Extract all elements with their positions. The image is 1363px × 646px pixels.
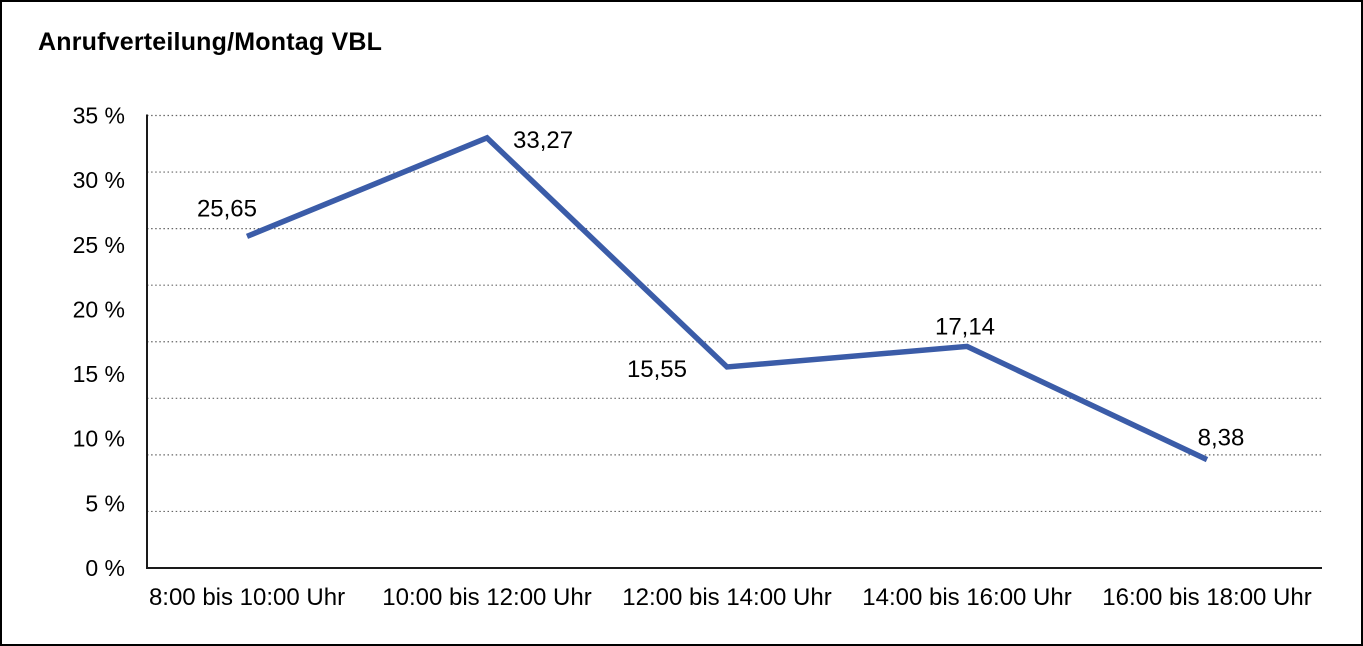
data-point-label: 8,38 xyxy=(1198,425,1245,452)
y-tick-label: 0 % xyxy=(85,555,125,581)
y-tick-label: 35 % xyxy=(73,103,125,129)
y-tick-label: 25 % xyxy=(73,232,125,258)
y-tick-label: 30 % xyxy=(73,167,125,193)
data-point-label: 15,55 xyxy=(627,356,687,383)
x-category-label: 16:00 bis 18:00 Uhr xyxy=(1102,584,1311,611)
x-category-label: 10:00 bis 12:00 Uhr xyxy=(382,584,591,611)
data-point-label: 33,27 xyxy=(513,127,573,154)
gridlines xyxy=(147,114,1322,513)
y-axis-tick-labels: 0 % 5 % 10 % 15 % 20 % 25 % 30 % 35 % xyxy=(73,103,125,582)
data-point-label: 17,14 xyxy=(935,313,995,340)
data-point-labels: 25,65 33,27 15,55 17,14 8,38 xyxy=(197,127,1244,452)
x-category-label: 12:00 bis 14:00 Uhr xyxy=(622,584,831,611)
x-axis-category-labels: 8:00 bis 10:00 Uhr 10:00 bis 12:00 Uhr 12:… xyxy=(149,584,1312,611)
y-tick-label: 15 % xyxy=(73,361,125,387)
data-series-line xyxy=(245,134,1209,463)
y-tick-label: 20 % xyxy=(73,296,125,322)
y-tick-label: 10 % xyxy=(73,426,125,452)
data-point-label: 25,65 xyxy=(197,195,257,222)
x-category-label: 8:00 bis 10:00 Uhr xyxy=(149,584,345,611)
x-category-label: 14:00 bis 16:00 Uhr xyxy=(862,584,1071,611)
chart-title: Anrufverteilung/Montag VBL xyxy=(38,28,383,56)
y-tick-label: 5 % xyxy=(85,490,125,516)
